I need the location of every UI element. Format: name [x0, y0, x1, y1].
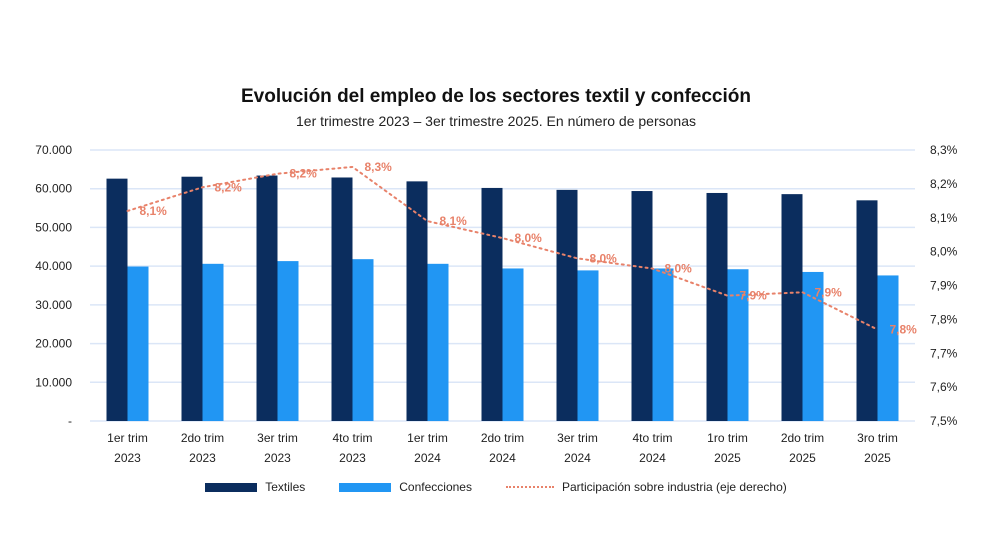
y-tick-label: 50.000: [35, 220, 72, 234]
x-tick-label: 1er trim: [107, 431, 148, 445]
y-tick-label: 20.000: [35, 337, 72, 351]
y2-tick-label: 8,3%: [930, 143, 958, 157]
data-label: 8,3%: [365, 160, 393, 174]
data-label: 7,8%: [890, 323, 918, 337]
y-tick-label: 60.000: [35, 182, 72, 196]
data-label: 8,0%: [515, 231, 543, 245]
y2-tick-label: 7,8%: [930, 312, 958, 326]
bar-textiles: [631, 191, 653, 421]
x-tick-label: 2do trim: [481, 431, 524, 445]
bar-confecciones: [577, 270, 599, 421]
data-label: 7,9%: [740, 289, 768, 303]
y2-tick-label: 8,1%: [930, 211, 958, 225]
y2-tick-label: 8,0%: [930, 245, 958, 259]
x-tick-label: 4to trim: [332, 431, 372, 445]
x-tick-label: 2023: [264, 451, 291, 465]
y2-tick-label: 7,9%: [930, 279, 958, 293]
data-label: 7,9%: [815, 285, 843, 299]
y2-tick-label: 7,7%: [930, 346, 958, 360]
x-tick-label: 4to trim: [632, 431, 672, 445]
bar-confecciones: [727, 269, 749, 421]
bar-textiles: [406, 181, 428, 421]
y2-tick-label: 7,5%: [930, 414, 958, 428]
data-label: 8,1%: [140, 204, 168, 218]
data-label: 8,1%: [440, 214, 468, 228]
y2-tick-label: 8,2%: [930, 177, 958, 191]
bar-textiles: [331, 177, 353, 421]
chart-title: Evolución del empleo de los sectores tex…: [241, 86, 751, 107]
legend-swatch: [205, 482, 258, 492]
bar-confecciones: [352, 259, 374, 421]
legend-item-textiles: Textiles: [205, 480, 305, 494]
data-label: 8,2%: [215, 180, 243, 194]
x-tick-label: 3er trim: [257, 431, 298, 445]
bar-confecciones: [802, 271, 824, 421]
bar-confecciones: [202, 263, 224, 421]
legend-item-participacion: Participación sobre industria (eje derec…: [505, 480, 787, 494]
x-tick-label: 2024: [639, 451, 666, 465]
x-tick-label: 2do trim: [781, 431, 824, 445]
x-tick-label: 2024: [564, 451, 591, 465]
x-tick-label: 2025: [864, 451, 891, 465]
bar-textiles: [706, 192, 728, 421]
x-tick-label: 2024: [489, 451, 516, 465]
x-tick-label: 2025: [714, 451, 741, 465]
data-label: 8,0%: [590, 251, 618, 265]
bar-textiles: [781, 194, 803, 421]
x-tick-label: 1ro trim: [707, 431, 748, 445]
bar-confecciones: [277, 261, 299, 421]
x-tick-label: 2024: [414, 451, 441, 465]
x-tick-label: 3ro trim: [857, 431, 898, 445]
bar-confecciones: [877, 275, 899, 421]
legend-label: Textiles: [265, 480, 306, 494]
x-tick-label: 2023: [189, 451, 216, 465]
bar-textiles: [181, 176, 203, 421]
legend-swatch: [339, 482, 392, 492]
x-tick-label: 3er trim: [557, 431, 598, 445]
bar-textiles: [106, 178, 128, 421]
legend-swatch: [505, 486, 554, 488]
legend: Textiles Confecciones Participación sobr…: [0, 480, 992, 494]
bar-confecciones: [427, 263, 449, 421]
y-tick-label: 10.000: [35, 375, 72, 389]
bar-textiles: [481, 187, 503, 421]
y-tick-label: -: [68, 414, 72, 428]
x-tick-label: 1er trim: [407, 431, 448, 445]
y-tick-label: 30.000: [35, 298, 72, 312]
x-tick-label: 2023: [339, 451, 366, 465]
legend-label: Participación sobre industria (eje derec…: [561, 480, 787, 494]
x-tick-label: 2025: [789, 451, 816, 465]
bar-confecciones: [127, 266, 149, 421]
bar-textiles: [856, 200, 878, 421]
y-tick-label: 40.000: [35, 259, 72, 273]
bar-confecciones: [652, 268, 674, 421]
data-label: 8,2%: [290, 167, 318, 181]
bar-confecciones: [502, 268, 524, 421]
x-tick-label: 2do trim: [181, 431, 224, 445]
bar-textiles: [256, 175, 278, 421]
data-label: 8,0%: [665, 262, 693, 276]
x-tick-label: 2023: [114, 451, 141, 465]
chart-subtitle: 1er trimestre 2023 – 3er trimestre 2025.…: [296, 113, 696, 129]
legend-label: Confecciones: [399, 480, 472, 494]
bar-textiles: [556, 189, 578, 421]
y2-tick-label: 7,6%: [930, 380, 958, 394]
legend-item-confecciones: Confecciones: [339, 480, 472, 494]
y-tick-label: 70.000: [35, 143, 72, 157]
